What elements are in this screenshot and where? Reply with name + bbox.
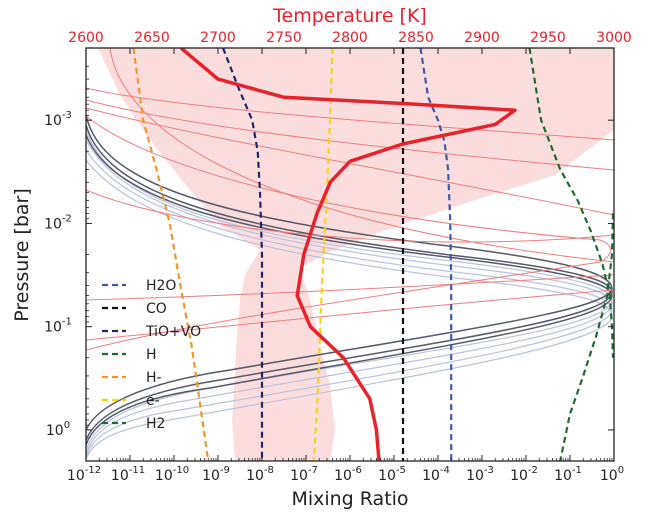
sample-profile-grey: [86, 114, 613, 431]
legend-label: H2O: [146, 278, 176, 294]
sample-profile-blue: [86, 129, 613, 451]
top-tick-label: 2750: [266, 30, 302, 46]
x-tick-label: 10-3: [466, 465, 494, 484]
series-layer: [132, 48, 614, 461]
series-line-h-: [132, 48, 210, 461]
legend-label: H-: [146, 370, 162, 386]
sample-profile-red: [86, 289, 614, 341]
axes-layer: 10-12 10-11 10-10 10-9 10-8 10-7 10-6 10-5 10-4 1…: [44, 30, 632, 484]
y-axis-title: Pressure [bar]: [11, 188, 33, 322]
legend-label: H: [146, 347, 157, 363]
y-tick-label: 100: [46, 420, 70, 439]
x-tick-label: 10-1: [554, 465, 582, 484]
sample-profile-red: [86, 189, 614, 243]
y-tick-label: 10-1: [44, 317, 72, 336]
top-tick-label: 3000: [596, 30, 632, 46]
sample-profile-red: [86, 274, 614, 301]
x-tick-label: 10-5: [378, 465, 406, 484]
top-tick-label: 2650: [134, 30, 170, 46]
top-tick-label: 2800: [332, 30, 368, 46]
x-tick-label: 10-11: [111, 465, 145, 484]
top-tick-label: 2950: [530, 30, 566, 46]
sample-profile-red: [86, 99, 614, 171]
x-tick-label: 10-6: [334, 465, 362, 484]
legend-label: H2: [146, 416, 165, 432]
sample-profile-red: [109, 48, 614, 263]
series-line-h2o: [419, 48, 453, 461]
sample-profile-red: [86, 87, 614, 141]
x-tick-label: 10-2: [510, 465, 538, 484]
legend: H2O CO TiO+VO H H-e- H2: [102, 278, 201, 432]
x-tick-label: 10-10: [155, 465, 189, 484]
legend-label: CO: [146, 301, 167, 317]
x-tick-label: 10-8: [246, 465, 274, 484]
series-line-tio-vo: [221, 48, 264, 461]
x-tick-label: 10-9: [202, 465, 230, 484]
top-tick-label: 2850: [398, 30, 434, 46]
sample-profile-blue: [86, 149, 613, 459]
sample-profiles: [86, 48, 614, 461]
legend-label: TiO+VO: [145, 324, 201, 340]
temperature-profile-line: [179, 48, 517, 461]
plot-frame: [85, 47, 615, 462]
series-line-h2: [559, 213, 614, 461]
top-axis-title: Temperature [K]: [272, 5, 427, 27]
legend-label: e-: [146, 393, 160, 409]
temperature-uncertainty-band: [98, 48, 614, 461]
series-line-h: [528, 48, 614, 358]
x-tick-label: 100: [600, 465, 624, 484]
x-tick-label: 10-7: [290, 465, 318, 484]
top-tick-label: 2600: [68, 30, 104, 46]
top-tick-label: 2900: [464, 30, 500, 46]
x-axis-title: Mixing Ratio: [291, 488, 408, 510]
x-tick-label: 10-4: [422, 465, 450, 484]
sample-profile-grey: [86, 134, 613, 446]
x-tick-label: 10-12: [67, 465, 101, 484]
y-tick-label: 10-2: [44, 213, 72, 232]
y-tick-label: 10-3: [44, 110, 72, 129]
series-line-e-: [312, 48, 334, 461]
sample-profile-red: [86, 115, 611, 351]
top-tick-label: 2700: [200, 30, 236, 46]
